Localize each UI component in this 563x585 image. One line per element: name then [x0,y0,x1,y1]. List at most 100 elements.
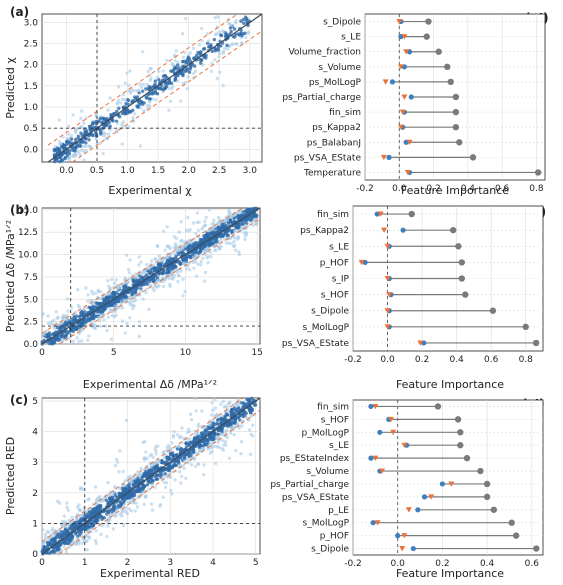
scatter-point [237,399,241,404]
feature-label: s_LE [341,33,361,43]
x-tick-label: 0.5 [90,166,104,176]
x-tick-label: 0.4 [449,355,464,365]
scatter-point [128,303,133,307]
scatter-point [127,270,132,275]
scatter-point [248,452,253,457]
blue-marker [410,545,416,552]
y-tick-label: 1.0 [24,103,39,113]
scatter-point [208,239,213,244]
scatter-point [161,74,166,78]
scatter-point [125,98,130,102]
scatter-point [148,454,152,458]
y-axis-label: Predicted Δδ /MPa¹ᐟ² [4,220,17,332]
scatter-point [249,218,253,222]
scatter-point [57,118,62,122]
scatter-point [214,413,218,417]
scatter-point [123,478,127,483]
grey-marker [458,275,466,282]
scatter-point [196,422,201,426]
scatter-point [219,33,223,37]
scatter-point [168,282,172,286]
scatter-point [93,539,98,543]
scatter-point [58,534,62,539]
blue-marker [368,455,374,461]
scatter-point [182,256,186,261]
scatter-point [106,315,111,319]
scatter-point [112,281,117,285]
orange-marker [358,259,365,266]
scatter-point [135,505,140,509]
scatter-point [97,507,101,511]
scatter-point [73,130,78,135]
x-tick-label: 0.2 [435,559,449,569]
scatter-point [157,459,161,463]
grey-marker [447,78,454,86]
scatter-point [148,86,152,90]
scatter-point [182,456,187,460]
blue-marker [389,79,396,85]
scatter-point [171,277,175,281]
y-axis-label: Predicted RED [4,437,17,515]
scatter-point [76,303,81,308]
scatter-point [186,215,190,220]
scatter-point [212,218,216,223]
scatter-point [43,532,48,537]
scatter-point [176,460,180,464]
x-tick-label: 0.2 [426,184,440,194]
scatter-point [132,112,137,116]
scatter-point [126,476,130,480]
scatter-point [101,312,105,317]
orange-marker [384,276,391,282]
scatter-point [119,101,123,105]
scatter-point [144,87,148,91]
grey-marker [435,48,442,55]
scatter-point [168,246,172,251]
scatter-point [77,339,81,344]
scatter-point [191,221,196,225]
chart-panel-2: (b) 0 5 10 15 0.0 2.5 5.0 7.5 10.0 12.5 15.0 Experim… [4,203,263,391]
scatter-point [132,483,137,488]
scatter-point [221,438,225,443]
scatter-point [216,46,220,51]
scatter-point [195,211,200,215]
scatter-point [98,514,103,519]
scatter-point [238,214,243,218]
grey-marker [434,403,442,410]
scatter-point [208,423,212,427]
scatter-point [55,336,60,341]
scatter-point [113,463,118,468]
scatter-point [100,517,104,522]
scatter-point [229,421,233,426]
scatter-point [216,225,221,230]
scatter-point [228,26,233,30]
y-tick-label: 0 [32,550,38,560]
scatter-point [165,58,169,63]
scatter-point [149,67,153,71]
feature-label: p_LE [328,506,349,516]
scatter-point [42,545,47,549]
scatter-point [181,294,185,298]
scatter-point [209,254,213,259]
scatter-point [180,426,184,430]
scatter-point [87,305,92,310]
scatter-point [52,340,56,345]
x-axis-label: Feature Importance [396,567,504,580]
x-tick-label: 0.4 [461,184,476,194]
scatter-point [63,156,67,161]
scatter-point [231,425,236,430]
scatter-point [60,338,64,342]
scatter-point [245,209,249,213]
scatter-point [107,287,112,291]
scatter-point [203,219,207,224]
scatter-point [73,532,78,536]
scatter-point [139,260,143,264]
panel-label: (b) [10,203,30,217]
x-tick-label: 3 [167,558,173,568]
scatter-point [221,83,225,88]
scatter-point [232,27,237,31]
scatter-point [145,456,149,461]
scatter-point [123,294,127,298]
scatter-point [152,288,156,293]
scatter-point [135,479,140,484]
scatter-point [240,33,244,38]
